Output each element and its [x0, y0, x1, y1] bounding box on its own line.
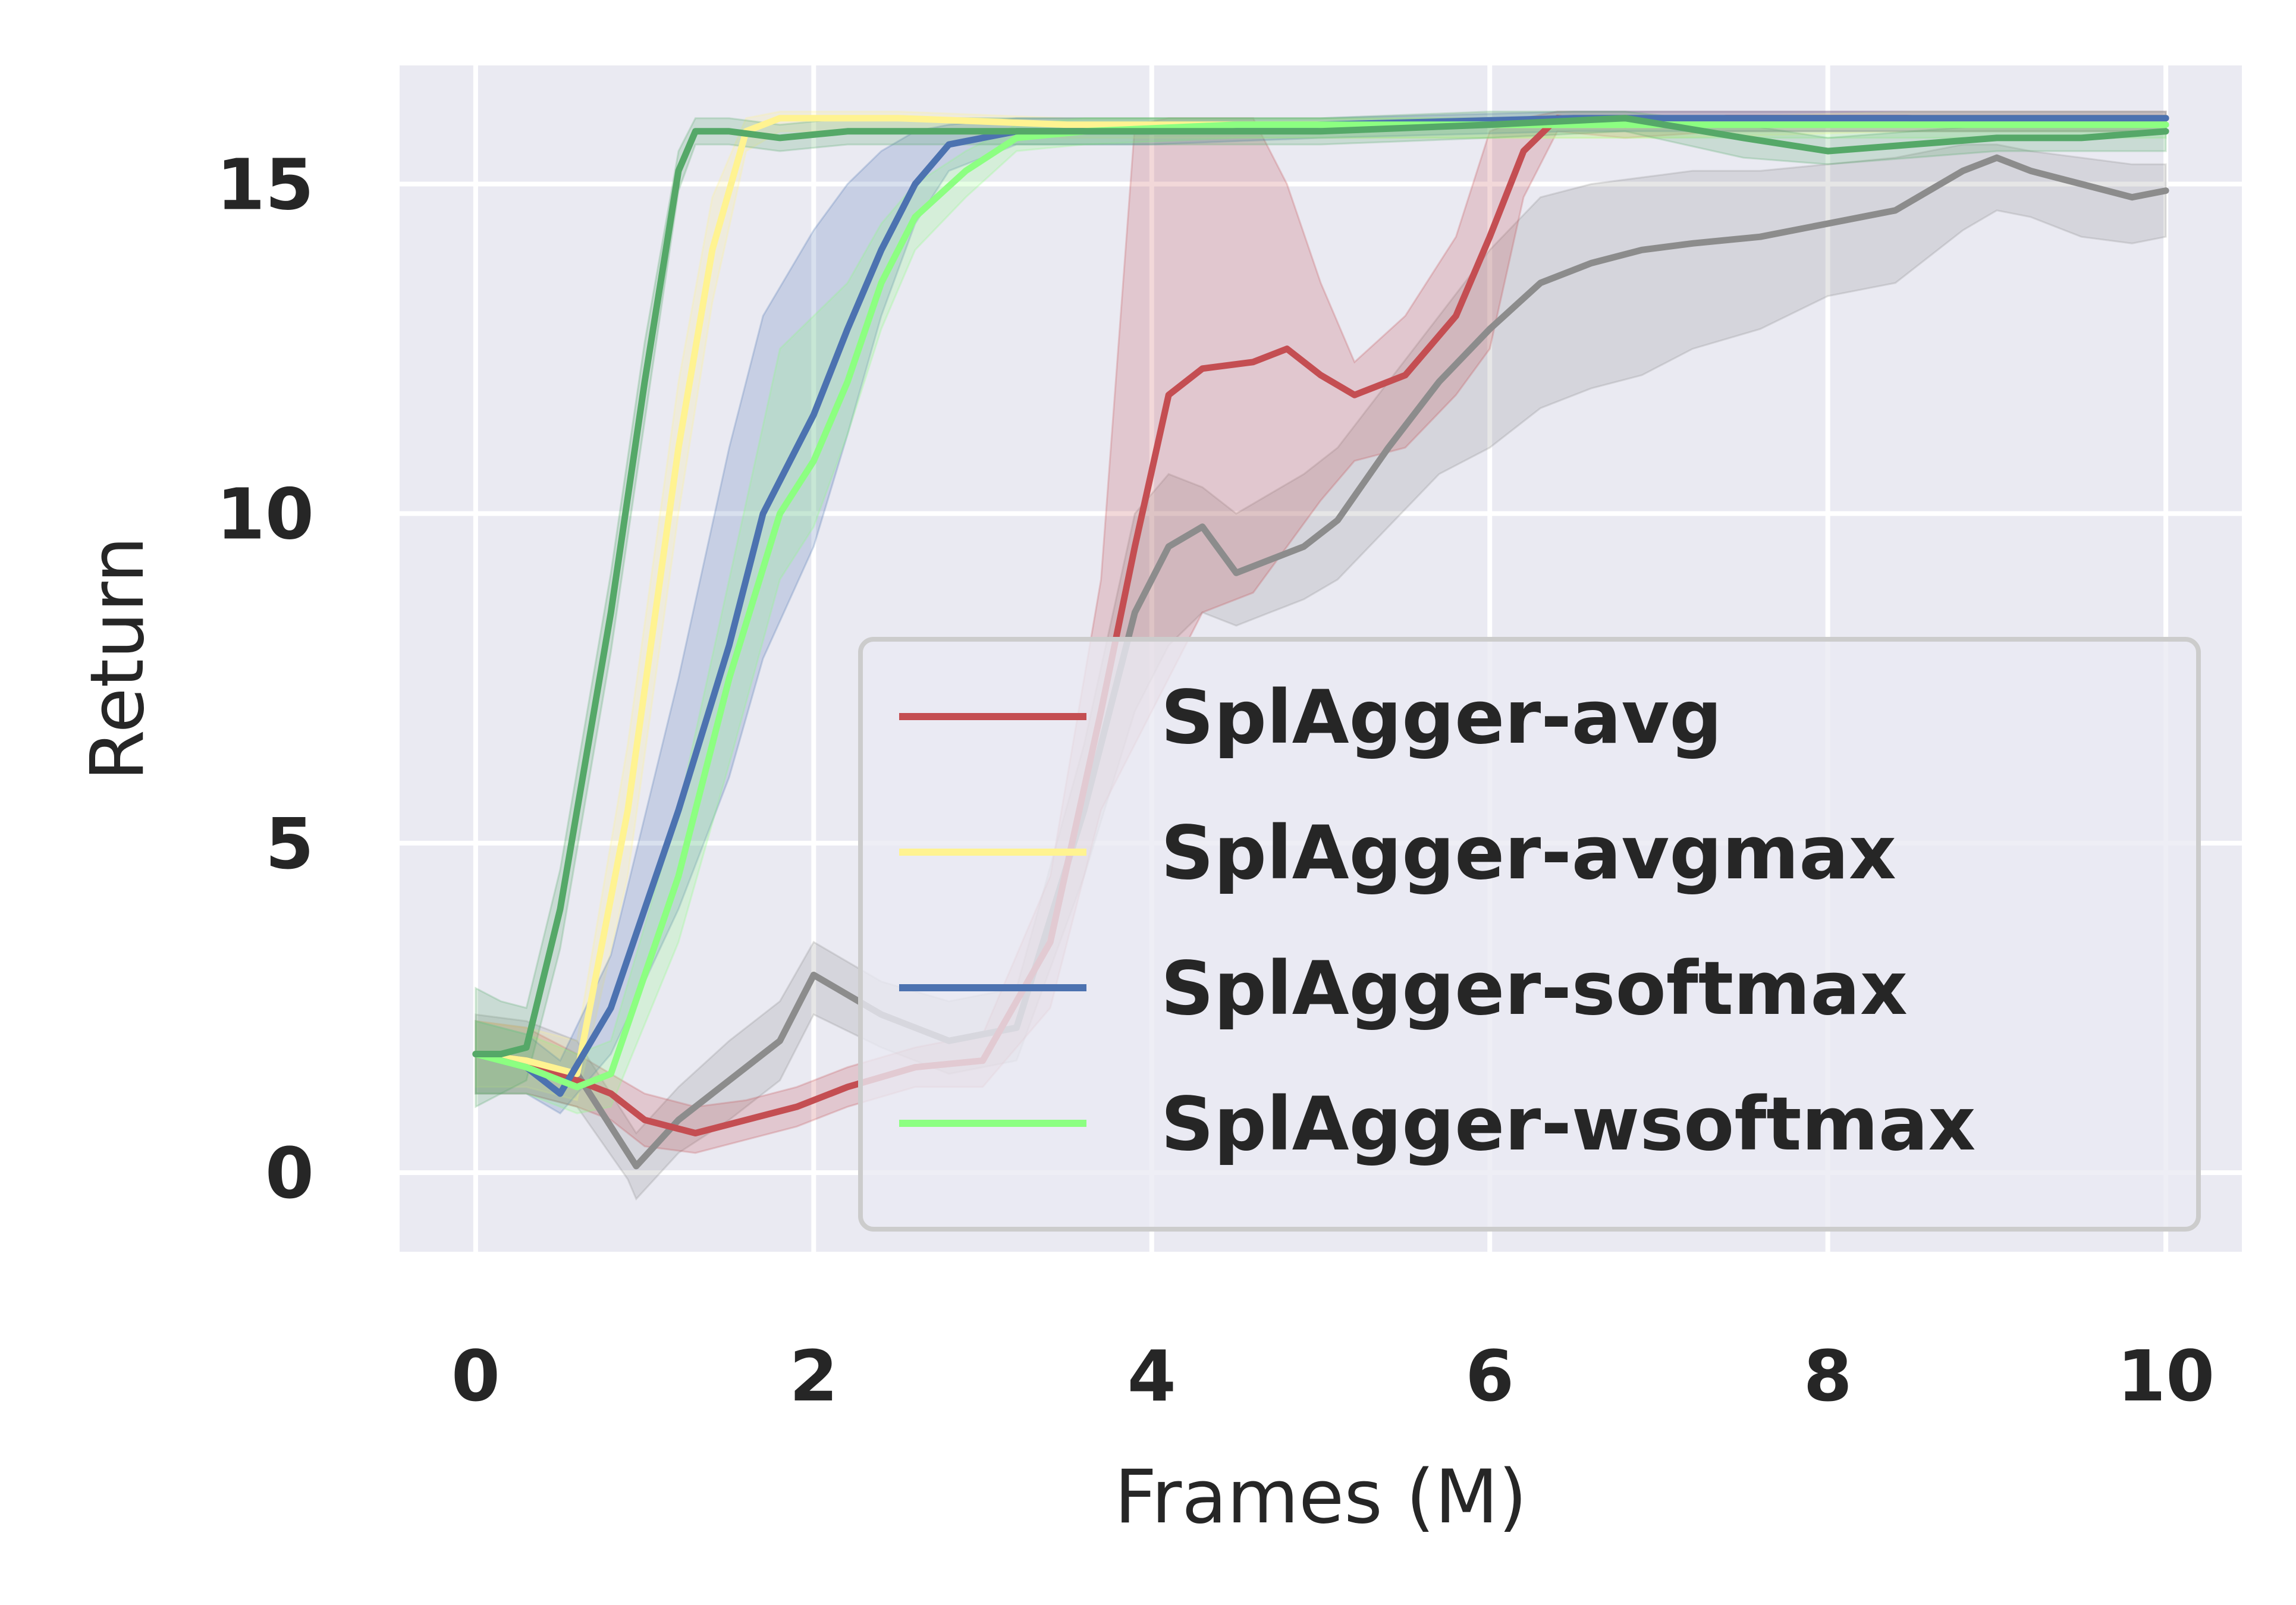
x-tick-label: 4 [1127, 1335, 1176, 1417]
legend-entry-label: SplAgger-avgmax [1161, 811, 1896, 896]
y-tick-label: 15 [216, 144, 314, 226]
series-band-5 [475, 111, 2167, 1108]
y-tick-label: 0 [265, 1132, 314, 1214]
x-tick-label: 10 [2117, 1335, 2215, 1417]
y-axis-label: Return [75, 536, 161, 781]
legend-entry-label: SplAgger-avg [1161, 675, 1722, 761]
x-tick-label: 2 [789, 1335, 838, 1417]
legend: SplAgger-avg SplAgger-avgmax SplAgger-soft… [858, 637, 2201, 1232]
y-tick-label: 10 [216, 473, 314, 555]
y-tick-labels: 0 5 10 15 [216, 144, 314, 1215]
series-lines [472, 115, 2169, 1170]
legend-box [858, 637, 2201, 1232]
x-tick-label: 6 [1465, 1335, 1514, 1417]
series-line-0 [472, 154, 2169, 1170]
x-tick-label: 0 [451, 1335, 500, 1417]
series-band-4 [475, 117, 2167, 1114]
series-line-4 [472, 121, 2169, 1091]
x-axis-label: Frames (M) [1114, 1455, 1527, 1540]
x-tick-labels: 0 2 4 6 8 10 [451, 1335, 2215, 1417]
legend-entry-label: SplAgger-softmax [1161, 946, 1908, 1032]
legend-entry-label: SplAgger-wsoftmax [1161, 1082, 1975, 1167]
y-tick-label: 5 [265, 803, 314, 885]
series-line-5 [472, 115, 2169, 1057]
x-tick-label: 8 [1804, 1335, 1852, 1417]
